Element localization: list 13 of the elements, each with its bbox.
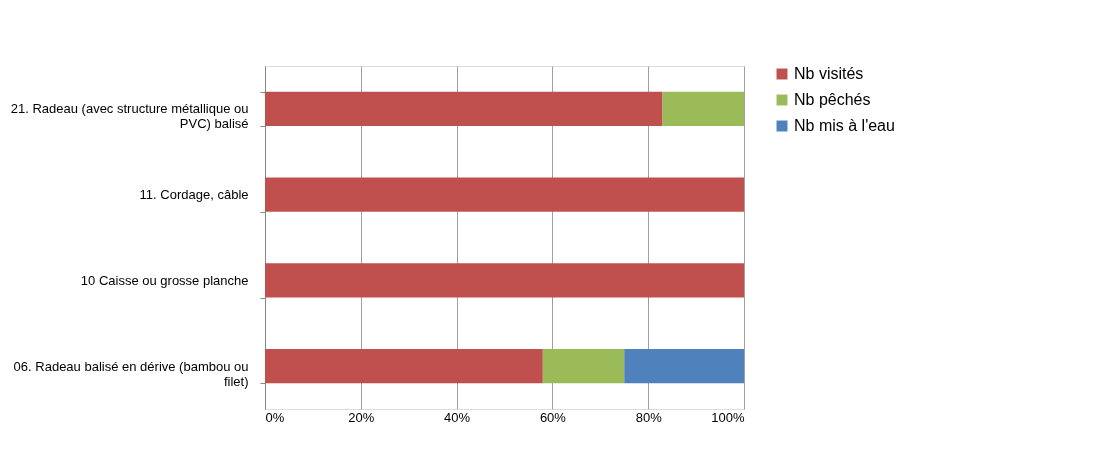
legend-label: Nb mis à l'eau xyxy=(794,117,895,134)
y-tick-label: 06. Radeau balisé en dérive (bambou ou filet) xyxy=(13,358,249,389)
x-tick-label: 100% xyxy=(711,409,745,425)
y-tick-label: 11. Cordage, câble xyxy=(139,187,249,203)
y-tick-label: 10 Caisse ou grosse planche xyxy=(80,272,249,288)
x-tick-label: 20% xyxy=(348,409,375,425)
x-tick-label: 40% xyxy=(444,409,471,425)
x-tick-label: 60% xyxy=(539,409,567,425)
x-tick-label: 80% xyxy=(635,409,663,425)
x-tick-label: 0% xyxy=(265,409,285,425)
y-tick-label: 21. Radeau (avec structure métallique ou PVC) balisé xyxy=(10,101,249,132)
legend-label: Nb pêchés xyxy=(794,91,871,108)
legend-label: Nb visités xyxy=(794,65,864,82)
